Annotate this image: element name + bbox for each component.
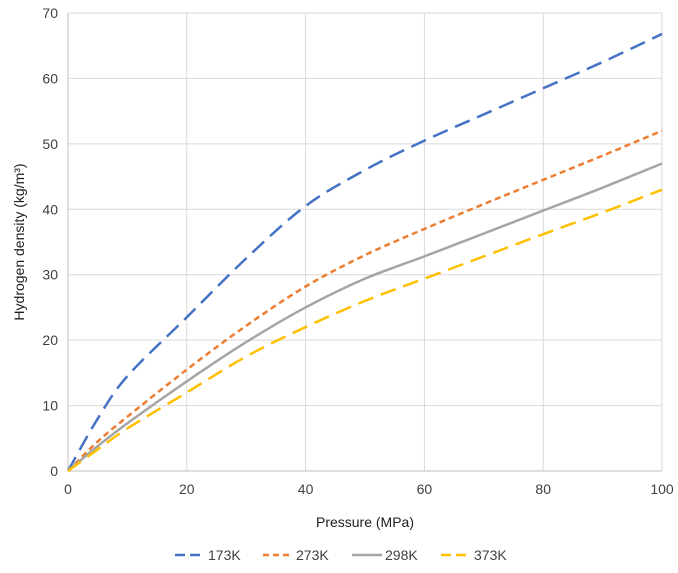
legend-label: 273K <box>296 547 329 563</box>
x-tick-label: 100 <box>650 481 674 497</box>
x-axis-title: Pressure (MPa) <box>316 514 414 530</box>
y-tick-label: 10 <box>42 398 58 414</box>
y-tick-label: 40 <box>42 201 58 217</box>
x-tick-label: 0 <box>64 481 72 497</box>
series-group <box>66 32 663 473</box>
x-tick-label: 60 <box>417 481 433 497</box>
y-tick-label: 20 <box>42 332 58 348</box>
legend-label: 373K <box>474 547 507 563</box>
y-tick-label: 30 <box>42 267 58 283</box>
x-tick-label: 80 <box>535 481 551 497</box>
y-tick-label: 50 <box>42 136 58 152</box>
legend-label: 298K <box>385 547 418 563</box>
legend-label: 173K <box>208 547 241 563</box>
axes <box>67 13 662 472</box>
series-line-373K <box>67 188 663 473</box>
y-tick-label: 60 <box>42 70 58 86</box>
gridlines <box>68 12 663 471</box>
series-line-298K <box>67 162 663 472</box>
y-tick-label: 0 <box>50 463 58 479</box>
series-line-173K <box>66 32 663 472</box>
x-tick-label: 40 <box>298 481 314 497</box>
x-tick-label: 20 <box>179 481 195 497</box>
tick-labels: 0 10 20 30 40 50 60 70 0 20 40 60 80 100 <box>42 5 673 497</box>
y-tick-label: 70 <box>42 5 58 21</box>
series-line-273K <box>67 129 663 472</box>
legend: 173K 273K 298K 373K <box>175 547 507 563</box>
y-axis-title: Hydrogen density (kg/m³) <box>11 163 27 320</box>
